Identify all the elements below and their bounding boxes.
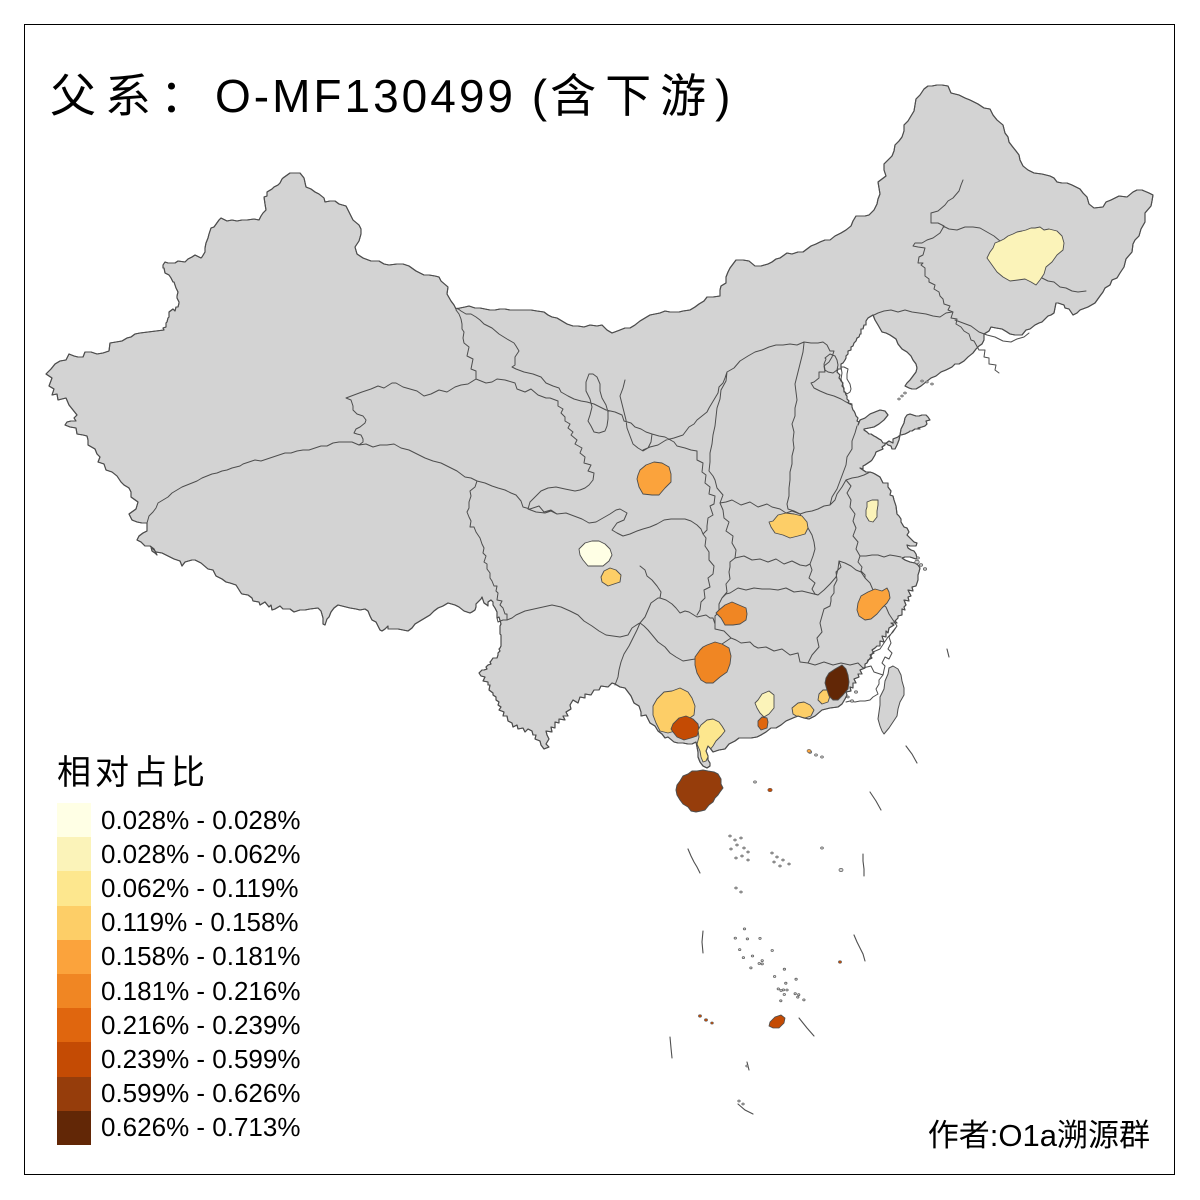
prefecture-patch-6 <box>600 567 622 587</box>
legend-entry-7: 0.216% - 0.239% <box>57 1008 301 1043</box>
legend-swatch-2 <box>57 837 91 872</box>
legend-swatch-3 <box>57 871 91 906</box>
colored-islet-0 <box>767 787 773 793</box>
legend-entry-1: 0.028% - 0.028% <box>57 803 301 838</box>
legend: 相对占比 0.028% - 0.028% 0.028% - 0.062% 0.062… <box>57 756 300 1145</box>
nine-dash-line <box>669 648 950 1115</box>
title-suffix-cjk: 含下游 <box>550 70 716 122</box>
legend-swatch-5 <box>57 939 91 974</box>
legend-swatch-7 <box>57 1008 91 1043</box>
prefecture-patch-11 <box>670 715 700 741</box>
colored-islet-1 <box>806 749 812 753</box>
legend-title: 相对占比 <box>57 754 209 792</box>
legend-entry-3: 0.062% - 0.119% <box>57 871 300 906</box>
legend-entry-4: 0.119% - 0.158% <box>57 905 300 940</box>
legend-swatch-1 <box>57 803 91 838</box>
legend-swatch-8 <box>57 1042 91 1077</box>
prefecture-patch-17 <box>824 664 850 701</box>
colored-islet-5 <box>838 960 842 964</box>
map-title: 父系：O-MF130499 (含下游) <box>50 60 733 126</box>
legend-label-10: 0.626% - 0.713% <box>101 1112 301 1143</box>
prefecture-patch-1 <box>986 226 1065 286</box>
legend-swatch-9 <box>57 1076 91 1111</box>
prefecture-patch-4 <box>865 499 879 523</box>
hainan-island <box>675 769 724 813</box>
title-main: O-MF130499 ( <box>215 70 551 122</box>
mainland-outline <box>45 84 1154 769</box>
legend-rows: 0.028% - 0.028% 0.028% - 0.062% 0.062% - 0… <box>57 803 300 1145</box>
legend-entry-9: 0.599% - 0.626% <box>57 1076 301 1111</box>
legend-swatch-6 <box>57 973 91 1009</box>
small-islands <box>728 379 934 1106</box>
legend-label-9: 0.599% - 0.626% <box>101 1078 301 1109</box>
prefecture-patch-7 <box>715 601 748 626</box>
legend-entry-10: 0.626% - 0.713% <box>57 1110 301 1145</box>
prefecture-patch-14 <box>757 716 769 731</box>
legend-label-2: 0.028% - 0.062% <box>101 838 301 869</box>
legend-label-1: 0.028% - 0.028% <box>101 804 301 835</box>
title-close-paren: ) <box>715 70 734 122</box>
island-patch <box>768 1014 786 1029</box>
legend-label-8: 0.239% - 0.599% <box>101 1043 301 1074</box>
prefecture-patch-16 <box>817 689 831 705</box>
legend-entry-2: 0.028% - 0.062% <box>57 837 301 872</box>
legend-label-7: 0.216% - 0.239% <box>101 1009 301 1040</box>
prefecture-patch-8 <box>694 641 732 684</box>
prefecture-patch-5 <box>578 540 613 567</box>
legend-entry-6: 0.181% - 0.216% <box>57 973 301 1009</box>
prefecture-patch-2 <box>636 461 672 496</box>
legend-label-4: 0.119% - 0.158% <box>101 907 299 938</box>
title-prefix: 父系： <box>50 70 215 122</box>
legend-swatch-4 <box>57 905 91 940</box>
prefecture-patch-9 <box>856 587 891 621</box>
prefecture-patch-15 <box>791 701 815 719</box>
legend-label-3: 0.062% - 0.119% <box>101 872 299 903</box>
legend-entry-8: 0.239% - 0.599% <box>57 1042 301 1077</box>
legend-label-6: 0.181% - 0.216% <box>101 975 301 1006</box>
colored-islet-3 <box>704 1018 708 1022</box>
taiwan-island <box>877 665 905 735</box>
attribution: 作者:O1a溯源群 <box>927 1118 1150 1153</box>
legend-label-5: 0.158% - 0.181% <box>101 941 301 972</box>
legend-swatch-10 <box>57 1110 91 1145</box>
prefecture-patch-13 <box>754 690 775 718</box>
legend-entry-5: 0.158% - 0.181% <box>57 939 301 974</box>
plot-frame <box>24 24 1175 1175</box>
colored-islet-2 <box>698 1014 702 1018</box>
colored-islet-4 <box>710 1021 714 1025</box>
prefecture-patch-3 <box>768 512 809 539</box>
prefecture-patches <box>578 226 1065 763</box>
